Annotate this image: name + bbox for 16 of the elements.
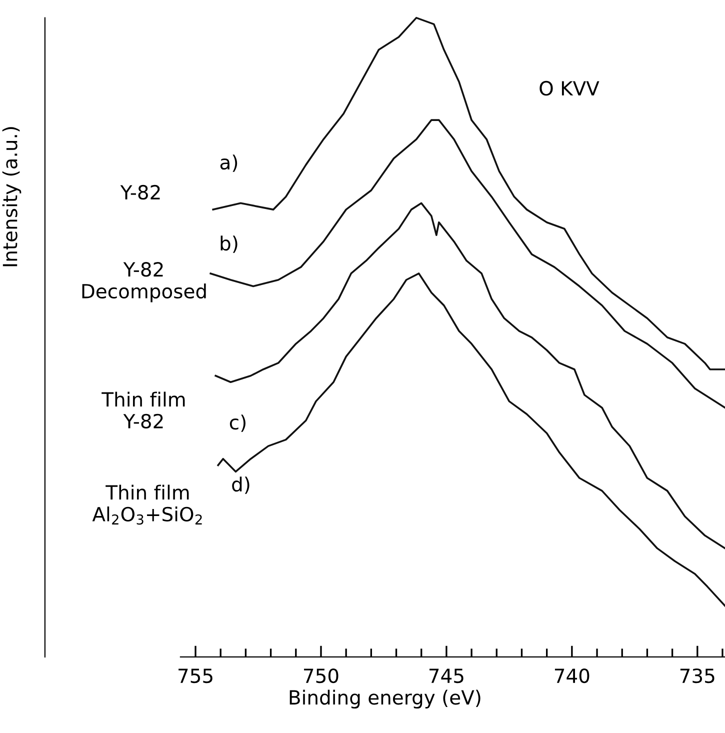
x-tick-label: 740 <box>554 668 590 684</box>
annotation: d) <box>232 476 250 494</box>
x-tick-label: 745 <box>429 668 464 684</box>
annotation: Y-82 <box>120 184 160 200</box>
annotation: c) <box>230 414 246 432</box>
annotation: Y-82 Decomposed <box>82 262 206 302</box>
x-axis-title: Binding energy (eV) <box>290 690 480 709</box>
y-axis-title: Intensity (a.u.) <box>2 127 22 266</box>
annotation: a) <box>220 154 238 172</box>
x-tick-label: 750 <box>304 668 338 684</box>
annotation: O KVV <box>540 80 600 96</box>
annotation: Thin film Al$_{2}$O$_{3}$+SiO$_{2}$ <box>92 484 202 525</box>
annotation: b) <box>220 236 238 253</box>
x-tick-label: 755 <box>178 668 212 684</box>
x-tick-label: 735 <box>680 668 714 684</box>
annotation: Thin film Y-82 <box>102 392 185 429</box>
